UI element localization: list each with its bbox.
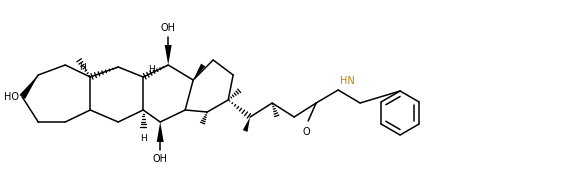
Text: O: O bbox=[302, 127, 310, 137]
Polygon shape bbox=[243, 117, 250, 132]
Text: OH: OH bbox=[161, 23, 175, 33]
Polygon shape bbox=[164, 45, 172, 65]
Text: H: H bbox=[79, 64, 86, 73]
Polygon shape bbox=[193, 64, 206, 80]
Text: OH: OH bbox=[153, 154, 168, 164]
Text: H: H bbox=[148, 66, 155, 74]
Text: H: H bbox=[140, 134, 146, 143]
Text: HN: HN bbox=[340, 76, 355, 86]
Text: HO: HO bbox=[4, 92, 19, 102]
Polygon shape bbox=[20, 75, 38, 99]
Polygon shape bbox=[157, 122, 164, 142]
